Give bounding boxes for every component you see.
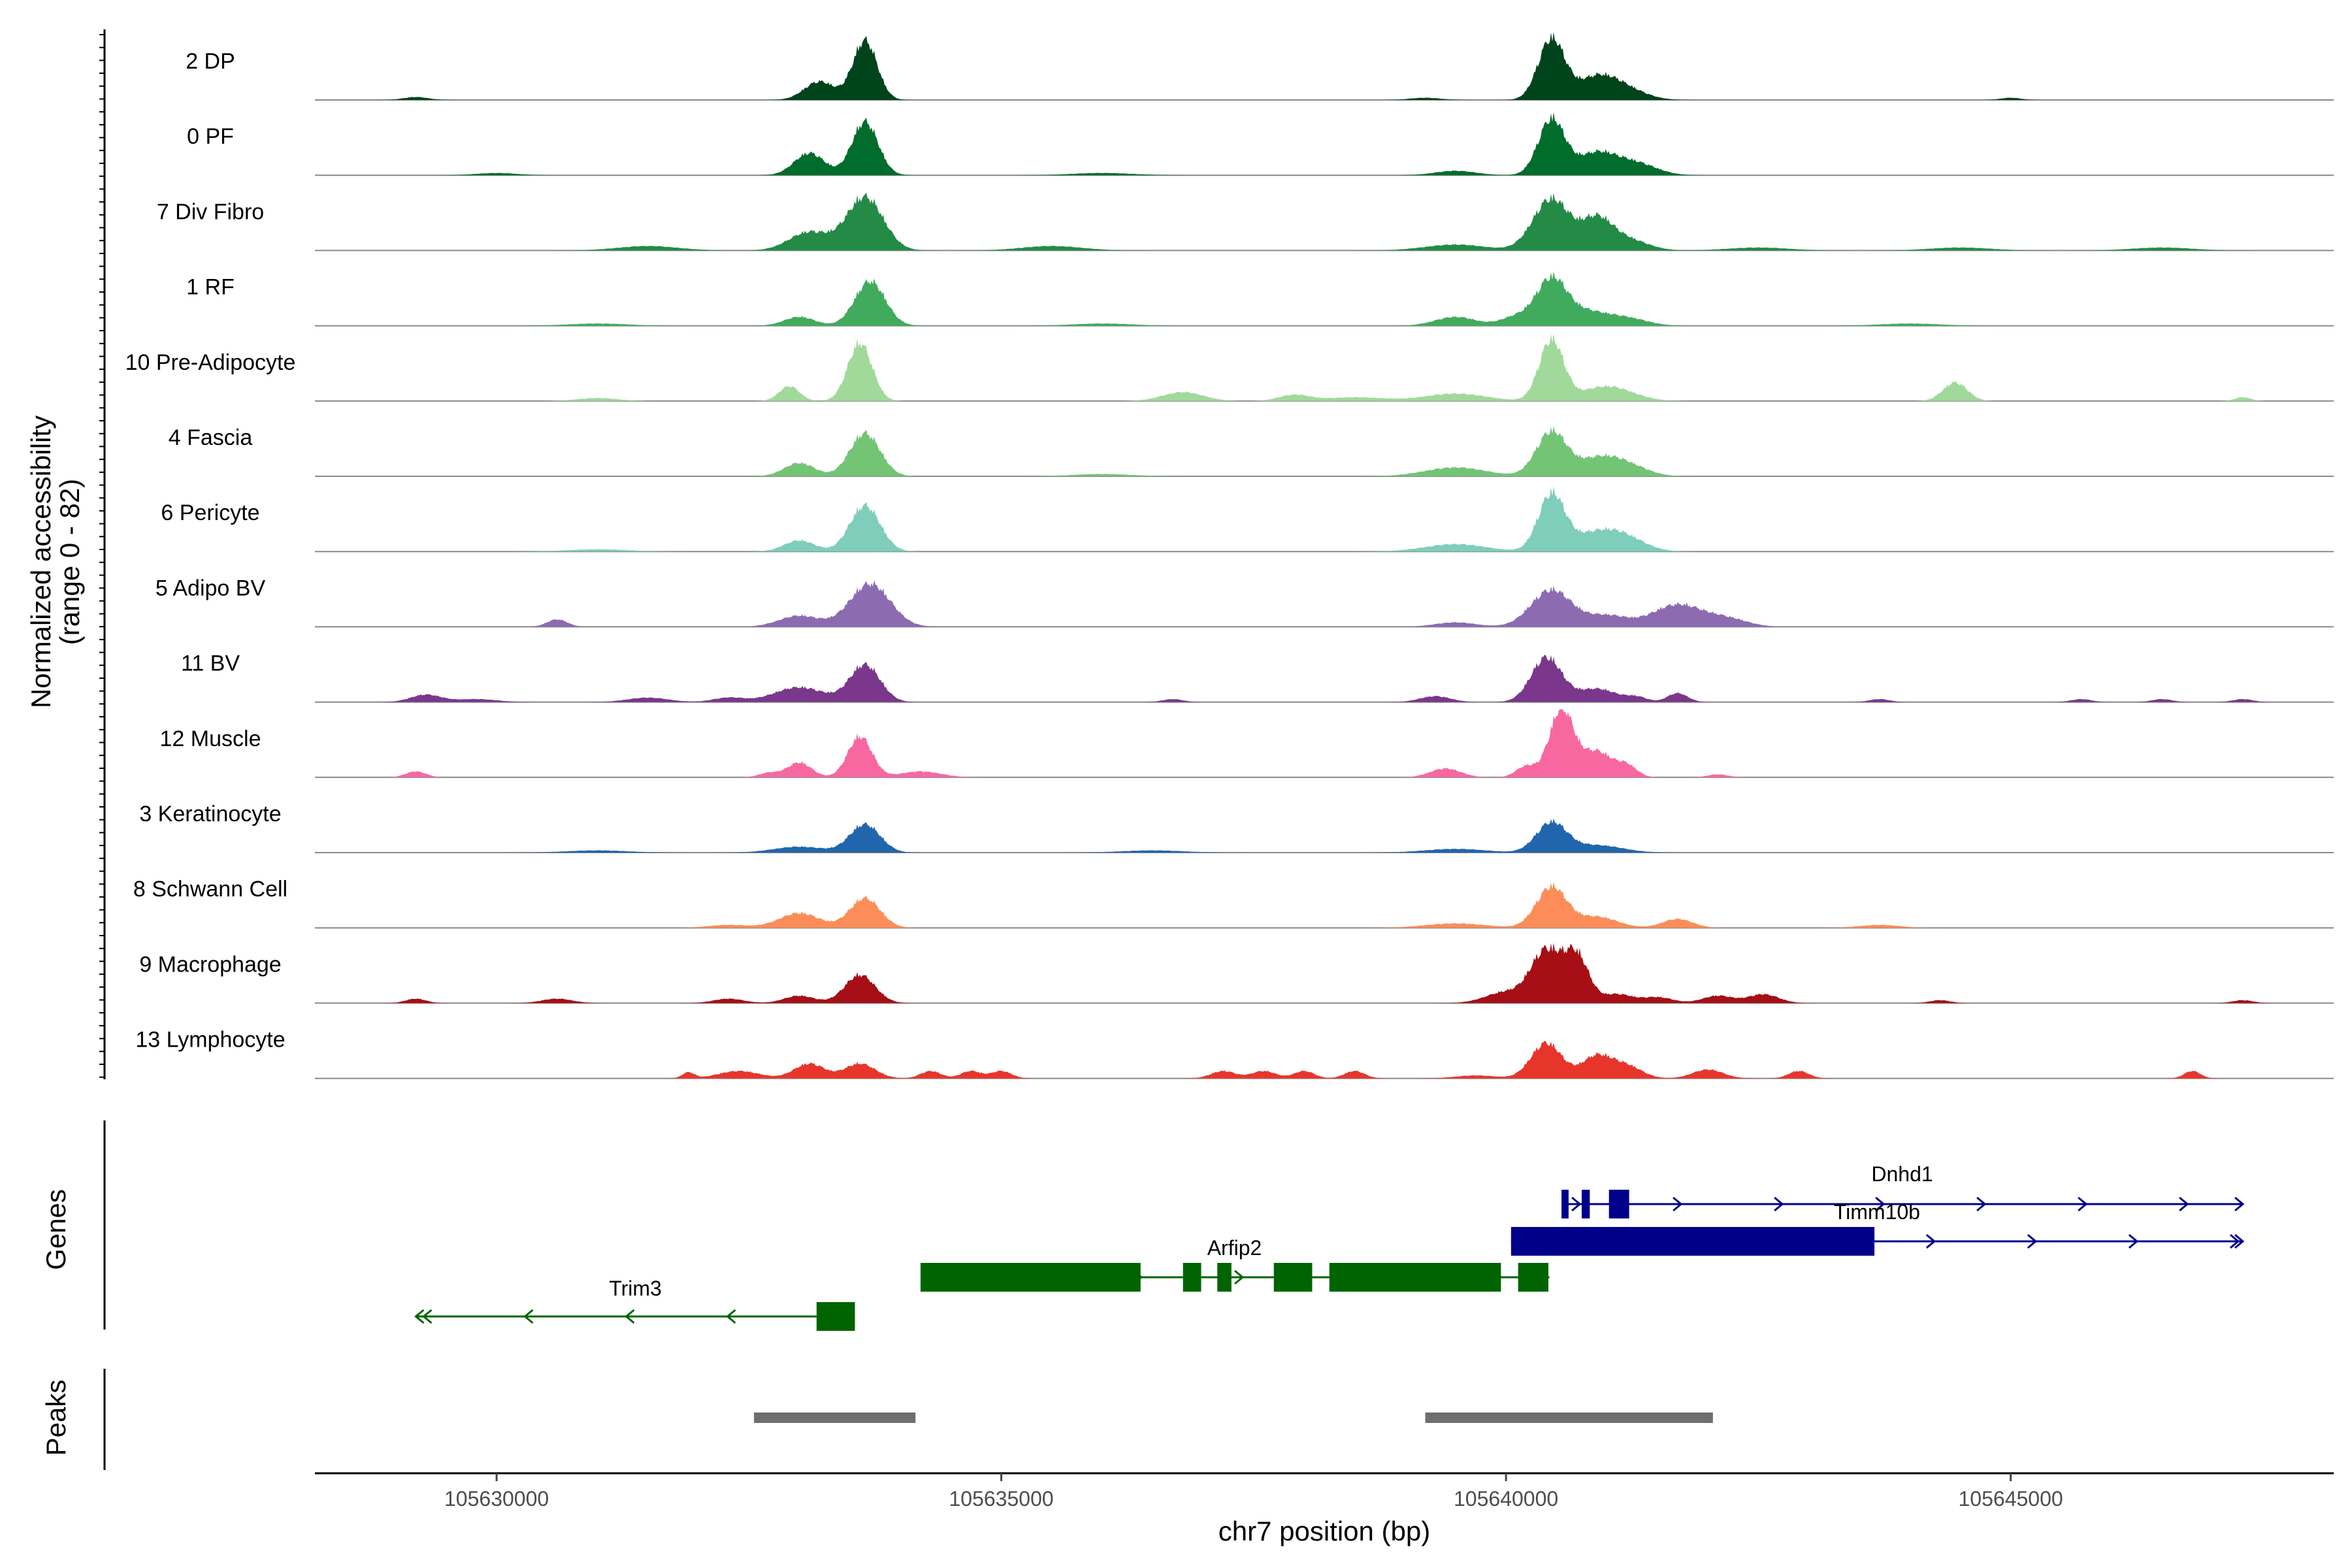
coverage-area [315,333,2334,401]
track-6-pericyte: 6 Pericyte [161,486,2334,553]
x-tick-label: 105635000 [949,1487,1054,1511]
peak-track [103,1369,1713,1470]
strand-arrow [1875,1196,1886,1212]
exon-block [1511,1227,1875,1256]
gene-timm10b: Timm10b [1511,1200,2245,1256]
x-axis-label: chr7 position (bp) [1218,1516,1431,1546]
peak-region [1425,1413,1713,1423]
coverage-area [315,486,2334,552]
strand-arrow [726,1309,736,1324]
coverage-area [315,32,2334,100]
track-12-muscle: 12 Muscle [160,709,2334,778]
track-7-div-fibro: 7 Div Fibro [157,192,2334,252]
gene-label: Timm10b [1834,1200,1920,1224]
track-label: 11 BV [181,651,240,676]
strand-arrow [2078,1196,2088,1212]
coverage-area [315,943,2334,1004]
gene-label: Trim3 [609,1277,662,1300]
track-3-keratinocyte: 3 Keratinocyte [139,802,2334,853]
strand-arrow [1774,1196,1784,1212]
track-4-fascia: 4 Fascia [169,425,2334,477]
peak-region [754,1413,916,1423]
coverage-area [315,271,2334,326]
gene-arfip2: Arfip2 [921,1236,1550,1292]
coverage-area [315,709,2334,777]
exon-block [921,1263,1141,1292]
exon-block [1518,1263,1548,1292]
left-axis-group [99,29,106,1079]
gene-label: Dnhd1 [1871,1162,1933,1186]
track-label: 0 PF [187,124,234,149]
track-2-dp: 2 DP [186,32,2334,101]
track-9-macrophage: 9 Macrophage [139,943,2334,1004]
coverage-area [315,818,2334,853]
strand-arrow [1234,1269,1245,1285]
track-5-adipo-bv: 5 Adipo BV [155,576,2334,628]
y-axis-label-line2: (range 0 - 82) [54,479,85,645]
genes-track-label: Genes [41,1189,71,1270]
track-label: 9 Macrophage [139,952,281,977]
strand-arrow [2234,1196,2245,1212]
track-label: 10 Pre-Adipocyte [125,350,296,375]
exon-block [816,1302,855,1331]
coverage-tracks: 2 DP 0 PF 7 Div Fibro 1 RF 10 Pre-Adipocyte 4… [125,32,2334,1079]
strand-arrow [422,1309,433,1324]
strand-arrow [523,1309,534,1324]
coverage-area [315,882,2334,928]
track-label: 8 Schwann Cell [133,877,287,902]
y-axis-label-line1: Normalized accessibility [25,416,56,708]
track-label: 2 DP [186,49,235,74]
strand-arrow [414,1309,425,1324]
strand-arrow [1976,1196,1987,1212]
coverage-area [315,1041,2334,1079]
coverage-area [315,192,2334,251]
strand-arrow [2128,1233,2139,1249]
exon-block [1581,1190,1590,1218]
exon-block [1609,1190,1629,1218]
gene-trim3: Trim3 [414,1277,855,1331]
track-label: 13 Lymphocyte [135,1028,285,1053]
exon-block [1273,1263,1313,1292]
gene-track: Dnhd1 Timm10b Arfip2 Trim3 [103,1120,2245,1331]
gene-label: Arfip2 [1207,1236,1262,1260]
track-label: 5 Adipo BV [155,576,266,600]
strand-arrow [1925,1233,1936,1249]
strand-arrow [2234,1233,2245,1249]
track-13-lymphocyte: 13 Lymphocyte [135,1028,2334,1079]
track-label: 12 Muscle [160,727,261,751]
track-8-schwann-cell: 8 Schwann Cell [133,877,2334,929]
x-tick-label: 105640000 [1454,1487,1558,1511]
coverage-area [315,655,2334,702]
x-axis: 105630000 105635000 105640000 105645000 [315,1472,2334,1511]
track-11-bv: 11 BV [181,651,2334,703]
coverage-area [315,112,2334,176]
peaks-track-label: Peaks [41,1380,71,1456]
exon-block [1217,1263,1232,1292]
strand-arrow [1673,1196,1683,1212]
strand-arrow [625,1309,635,1324]
track-label: 7 Div Fibro [157,199,264,224]
track-0-pf: 0 PF [187,112,2334,176]
track-label: 1 RF [186,275,235,300]
track-label: 6 Pericyte [161,500,259,525]
strand-arrow [2179,1196,2189,1212]
coverage-area [315,425,2334,476]
strand-arrow [2027,1233,2038,1249]
coverage-area [315,580,2334,627]
gene-dnhd1: Dnhd1 [1561,1162,2245,1218]
track-label: 3 Keratinocyte [139,802,281,826]
exon-block [1183,1263,1201,1292]
x-tick-label: 105645000 [1959,1487,2063,1511]
strand-arrow [2229,1233,2240,1249]
track-10-pre-adipocyte: 10 Pre-Adipocyte [125,333,2334,402]
exon-block [1329,1263,1501,1292]
track-1-rf: 1 RF [186,271,2334,327]
strand-arrow [1571,1196,1582,1212]
exon-block [1561,1190,1569,1218]
track-label: 4 Fascia [169,425,253,450]
x-tick-label: 105630000 [444,1487,549,1511]
